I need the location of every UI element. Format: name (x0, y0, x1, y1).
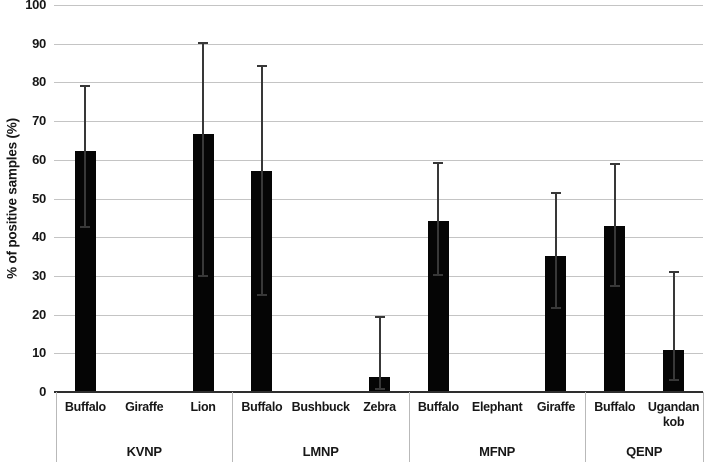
group-label: KVNP (126, 444, 163, 459)
category-divider (56, 392, 57, 462)
gridline (54, 314, 703, 316)
group-label: MFNP (479, 444, 516, 459)
category-divider (232, 392, 233, 462)
group-label: LMNP (302, 444, 339, 459)
gridline (54, 43, 703, 45)
x-axis-line (54, 391, 703, 393)
category-divider (409, 392, 410, 462)
group-label: QENP (626, 444, 663, 459)
y-tick-label: 50 (32, 190, 46, 206)
bar (604, 226, 626, 392)
error-bar-cap-top (198, 41, 209, 44)
error-bar (672, 272, 675, 381)
y-tick-label: 80 (32, 74, 46, 90)
x-tick-label: Lion (190, 400, 216, 414)
error-bar-cap-top (550, 192, 561, 195)
error-bar (260, 66, 263, 296)
x-tick-label: Ugandan kob (647, 400, 700, 429)
category-divider (703, 392, 704, 462)
error-bar-cap-top (80, 84, 91, 87)
x-tick-label: Buffalo (241, 400, 283, 414)
error-bar (84, 85, 87, 227)
error-bar-cap-bottom (609, 284, 620, 287)
x-tick-label: Giraffe (125, 400, 164, 414)
error-bar (613, 163, 616, 286)
y-tick-label: 90 (32, 35, 46, 51)
error-bar-cap-bottom (256, 294, 267, 297)
gridline (54, 275, 703, 277)
error-bar-cap-top (256, 65, 267, 68)
gridline (54, 237, 703, 239)
gridline (54, 121, 703, 123)
x-tick-label: Bushbuck (291, 400, 350, 414)
error-bar (202, 42, 205, 276)
x-tick-label: Buffalo (64, 400, 106, 414)
error-bar-cap-bottom (668, 379, 679, 382)
x-tick-label: Zebra (363, 400, 396, 414)
bar (427, 220, 449, 392)
gridline (54, 82, 703, 84)
category-divider (585, 392, 586, 462)
y-tick-label: 0 (39, 384, 46, 399)
x-tick-label: Buffalo (417, 400, 459, 414)
y-tick-label: 70 (32, 113, 46, 129)
error-bar-cap-top (374, 316, 385, 319)
error-bar-cap-top (433, 161, 444, 164)
error-bar-cap-top (668, 271, 679, 274)
error-bar (378, 317, 381, 390)
error-bar-cap-bottom (374, 388, 385, 391)
gridline (54, 198, 703, 200)
error-bar-cap-top (609, 162, 620, 165)
error-bar (554, 193, 557, 308)
y-tick-label: 60 (32, 151, 46, 167)
y-tick-label: 20 (32, 306, 46, 322)
error-bar (437, 162, 440, 275)
error-bar-cap-bottom (433, 273, 444, 276)
error-bar-cap-bottom (80, 225, 91, 228)
error-bar-cap-bottom (198, 274, 209, 277)
bar (74, 150, 96, 392)
y-tick-label: 40 (32, 229, 46, 245)
y-tick-label: 10 (32, 345, 46, 361)
y-tick-label: 100 (25, 0, 46, 12)
error-bar-cap-bottom (550, 306, 561, 309)
x-tick-label: Buffalo (594, 400, 636, 414)
x-tick-label: Elephant (471, 400, 523, 414)
x-tick-label: Giraffe (536, 400, 576, 414)
bar (545, 256, 567, 392)
gridline (54, 159, 703, 161)
y-tick-label: 30 (32, 267, 46, 283)
gridline (54, 5, 703, 6)
